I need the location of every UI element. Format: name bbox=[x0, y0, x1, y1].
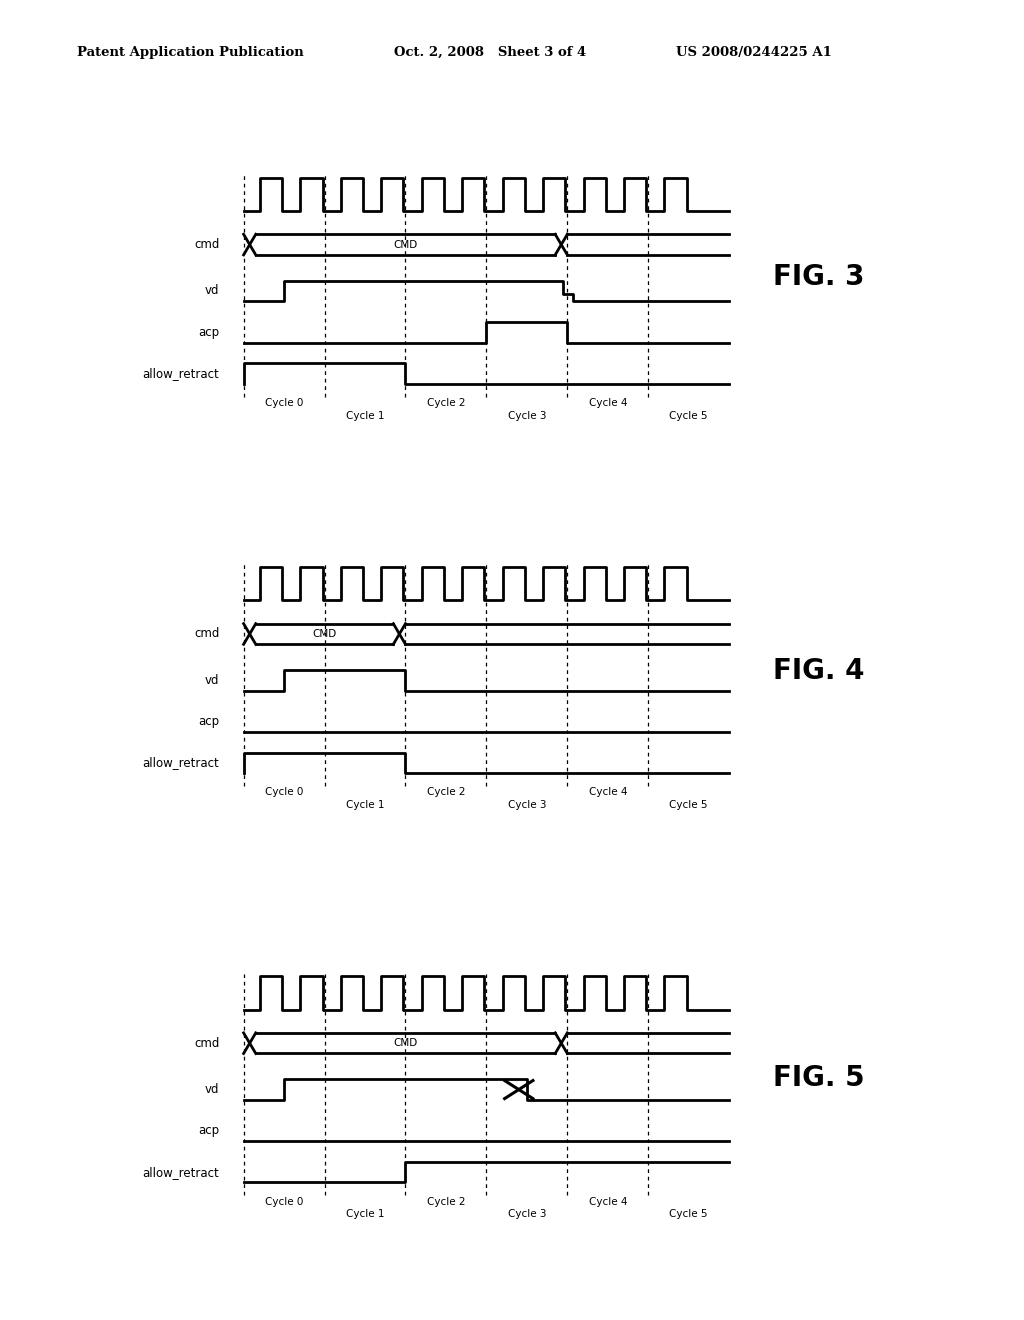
Text: acp: acp bbox=[199, 326, 219, 339]
Text: cmd: cmd bbox=[194, 1036, 219, 1049]
Text: Oct. 2, 2008   Sheet 3 of 4: Oct. 2, 2008 Sheet 3 of 4 bbox=[394, 46, 587, 59]
Text: vd: vd bbox=[205, 1084, 219, 1096]
Text: Cycle 5: Cycle 5 bbox=[670, 1209, 708, 1220]
Text: Cycle 0: Cycle 0 bbox=[265, 1196, 303, 1206]
Text: vd: vd bbox=[205, 675, 219, 686]
Text: cmd: cmd bbox=[194, 627, 219, 640]
Text: Cycle 1: Cycle 1 bbox=[346, 411, 384, 421]
Text: CMD: CMD bbox=[393, 1038, 418, 1048]
Text: Cycle 5: Cycle 5 bbox=[670, 800, 708, 810]
Text: Cycle 0: Cycle 0 bbox=[265, 787, 303, 797]
Text: cmd: cmd bbox=[194, 238, 219, 251]
Text: Cycle 2: Cycle 2 bbox=[427, 397, 465, 408]
Text: Cycle 2: Cycle 2 bbox=[427, 1196, 465, 1206]
Text: CMD: CMD bbox=[312, 628, 337, 639]
Text: FIG. 4: FIG. 4 bbox=[773, 656, 864, 685]
Text: allow_retract: allow_retract bbox=[142, 367, 219, 380]
Text: Cycle 4: Cycle 4 bbox=[589, 787, 627, 797]
Text: acp: acp bbox=[199, 1125, 219, 1138]
Text: Cycle 4: Cycle 4 bbox=[589, 1196, 627, 1206]
Text: Cycle 1: Cycle 1 bbox=[346, 1209, 384, 1220]
Text: Cycle 3: Cycle 3 bbox=[508, 411, 546, 421]
Text: FIG. 5: FIG. 5 bbox=[773, 1064, 864, 1093]
Text: Patent Application Publication: Patent Application Publication bbox=[77, 46, 303, 59]
Text: FIG. 3: FIG. 3 bbox=[773, 263, 864, 292]
Text: CMD: CMD bbox=[393, 239, 418, 249]
Text: acp: acp bbox=[199, 715, 219, 729]
Text: allow_retract: allow_retract bbox=[142, 1166, 219, 1179]
Text: Cycle 5: Cycle 5 bbox=[670, 411, 708, 421]
Text: Cycle 4: Cycle 4 bbox=[589, 397, 627, 408]
Text: vd: vd bbox=[205, 285, 219, 297]
Text: US 2008/0244225 A1: US 2008/0244225 A1 bbox=[676, 46, 831, 59]
Text: Cycle 2: Cycle 2 bbox=[427, 787, 465, 797]
Text: Cycle 3: Cycle 3 bbox=[508, 1209, 546, 1220]
Text: Cycle 1: Cycle 1 bbox=[346, 800, 384, 810]
Text: allow_retract: allow_retract bbox=[142, 756, 219, 770]
Text: Cycle 0: Cycle 0 bbox=[265, 397, 303, 408]
Text: Cycle 3: Cycle 3 bbox=[508, 800, 546, 810]
